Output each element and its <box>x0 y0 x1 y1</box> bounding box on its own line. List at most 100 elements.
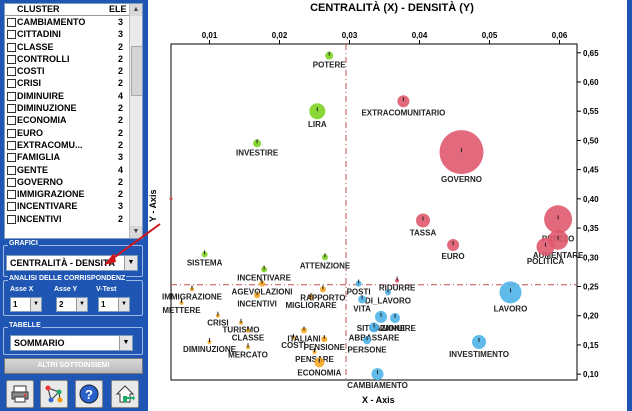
list-item[interactable]: CONTROLLI 2 <box>5 53 129 65</box>
checkbox[interactable] <box>7 54 16 64</box>
cluster-list[interactable]: CLUSTER ELE CAMBIAMENTO 3 CITTADINI 3 CLASSE… <box>4 3 143 239</box>
checkbox[interactable] <box>7 202 16 212</box>
list-item[interactable]: EXTRACOMU... 2 <box>5 139 129 151</box>
y-tick-label: 0,15 <box>583 341 599 350</box>
asse-x-value: 1 <box>13 300 18 309</box>
chevron-down-icon[interactable]: ▼ <box>124 256 137 270</box>
point-label: INVESTIRE <box>236 148 279 157</box>
cluster-label: DIMINUIRE <box>17 90 64 101</box>
chart-title: CENTRALITÀ (X) - DENSITÀ (Y) <box>310 2 474 14</box>
list-item[interactable]: GENTE 4 <box>5 164 129 176</box>
scroll-thumb[interactable] <box>131 46 142 96</box>
help-button[interactable]: ? <box>75 380 103 408</box>
list-item[interactable]: DIMINUIRE 4 <box>5 90 129 102</box>
asse-x-select[interactable]: 1 ▼ <box>10 297 42 312</box>
point-label: TURISMO <box>223 326 260 335</box>
grafici-group-label: GRAFICI <box>8 240 39 247</box>
asse-y-value: 2 <box>59 300 64 309</box>
checkbox[interactable] <box>7 214 16 224</box>
y-axis-marker <box>169 197 173 201</box>
x-tick-label: 0,01 <box>202 31 218 40</box>
home-button[interactable] <box>111 380 139 408</box>
list-item[interactable]: DIMINUZIONE 2 <box>5 102 129 114</box>
checkbox[interactable] <box>7 153 16 163</box>
point-label: CLASSE <box>232 333 265 342</box>
corrispondenze-group-label: ANALISI DELLE CORRISPONDENZ <box>8 275 127 282</box>
y-tick-label: 0,25 <box>583 283 599 292</box>
point-label: VITA <box>353 304 371 313</box>
list-item[interactable]: CLASSE 2 <box>5 41 129 53</box>
cluster-label: INCENTIVARE <box>17 201 78 212</box>
chevron-down-icon[interactable]: ▼ <box>118 298 129 311</box>
checkbox[interactable] <box>7 42 16 52</box>
checkbox[interactable] <box>7 104 16 114</box>
tabelle-group-label: TABELLE <box>8 322 42 329</box>
chart-panel: CENTRALITÀ (X) - DENSITÀ (Y) 0,01 0,02 0,0… <box>148 0 632 411</box>
point-label: SISTEMA <box>187 258 223 267</box>
point-label: ATTENZIONE <box>300 261 351 270</box>
point-label: EURO <box>442 252 465 261</box>
point-label: POTERE <box>313 61 347 70</box>
cluster-count: 4 <box>118 164 124 175</box>
grafici-select[interactable]: CENTRALITÀ - DENSITÀ ▼ <box>6 255 138 271</box>
cluster-label: CAMBIAMENTO <box>17 17 86 27</box>
checkbox[interactable] <box>7 177 16 187</box>
scroll-down-arrow[interactable]: ▼ <box>130 226 142 238</box>
checkbox[interactable] <box>7 79 16 89</box>
checkbox[interactable] <box>7 140 16 150</box>
list-item[interactable]: ECONOMIA 2 <box>5 114 129 126</box>
scatter-chart[interactable]: 0,01 0,02 0,03 0,04 0,05 0,06 0,65 0,60 0,55 0,50… <box>152 0 632 411</box>
chevron-down-icon[interactable]: ▼ <box>76 298 87 311</box>
altri-sottoinsiemi-button[interactable]: ALTRI SOTTOINSIEMI <box>4 358 143 374</box>
point-label: POSTI <box>347 288 371 297</box>
list-item[interactable]: CITTADINI 3 <box>5 28 129 40</box>
vtest-select[interactable]: 1 ▼ <box>98 297 130 312</box>
scroll-up-arrow[interactable]: ▲ <box>130 4 142 16</box>
checkbox[interactable] <box>7 91 16 101</box>
point-label: TASSA <box>410 228 437 237</box>
list-item[interactable]: COSTI 2 <box>5 65 129 77</box>
y-tick-label: 0,50 <box>583 136 599 145</box>
list-item[interactable]: GOVERNO 2 <box>5 176 129 188</box>
checkbox[interactable] <box>7 190 16 200</box>
y-tick-label: 0,55 <box>583 107 599 116</box>
cluster-label: COSTI <box>17 66 45 77</box>
chevron-down-icon[interactable]: ▼ <box>30 298 41 311</box>
network-button[interactable] <box>40 380 68 408</box>
printer-button[interactable] <box>6 380 34 408</box>
checkbox[interactable] <box>7 18 16 27</box>
list-item[interactable]: INCENTIVI 2 <box>5 213 129 225</box>
y-tick-label: 0,65 <box>583 49 599 58</box>
cluster-label: GENTE <box>17 164 49 175</box>
checkbox[interactable] <box>7 67 16 77</box>
cluster-column-header: CLUSTER <box>17 4 60 14</box>
checkbox[interactable] <box>7 30 16 40</box>
vtest-value: 1 <box>101 300 106 309</box>
point-label: LIRA <box>308 120 327 129</box>
vtest-label: V-Test <box>96 286 117 293</box>
list-scrollbar[interactable]: ▲ ▼ <box>129 4 142 238</box>
point-label: DI_LAVORO <box>365 296 411 305</box>
point-label: COSTI <box>281 341 305 350</box>
point-label: AUMENTARE <box>533 251 584 260</box>
asse-y-select[interactable]: 2 ▼ <box>56 297 88 312</box>
list-item[interactable]: CAMBIAMENTO 3 <box>5 16 129 28</box>
checkbox[interactable] <box>7 165 16 175</box>
list-item[interactable]: FAMIGLIA 3 <box>5 151 129 163</box>
list-item[interactable]: INCENTIVARE 3 <box>5 200 129 212</box>
checkbox[interactable] <box>7 128 16 138</box>
tabelle-select[interactable]: SOMMARIO ▼ <box>10 335 133 351</box>
chevron-down-icon[interactable]: ▼ <box>119 336 132 350</box>
list-item[interactable]: EURO 2 <box>5 127 129 139</box>
list-item[interactable]: IMMIGRAZIONE 2 <box>5 188 129 200</box>
cluster-count: 3 <box>118 152 124 163</box>
y-tick-label: 0,60 <box>583 78 599 87</box>
y-tick-label: 0,45 <box>583 166 599 175</box>
list-item[interactable]: CRISI 2 <box>5 77 129 89</box>
point-label: ITALIANI <box>287 334 320 343</box>
checkbox[interactable] <box>7 116 16 126</box>
cluster-count: 3 <box>118 29 124 40</box>
cluster-label: CRISI <box>17 78 42 89</box>
cluster-count: 2 <box>118 176 124 187</box>
cluster-label: IMMIGRAZIONE <box>17 189 85 200</box>
